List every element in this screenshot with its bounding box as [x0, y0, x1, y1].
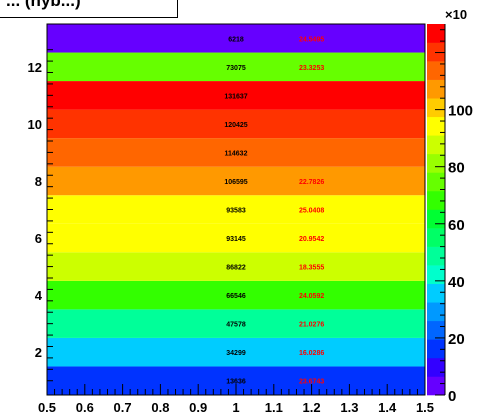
color-scale-swatch — [427, 135, 445, 155]
cell-count-label: 114632 — [225, 150, 248, 157]
cell-count-label: 131637 — [224, 93, 247, 100]
cell-value-label: 18.3555 — [299, 265, 324, 272]
x-tick-label: 1.3 — [340, 400, 358, 415]
cell-value-label: 25.0408 — [299, 208, 324, 215]
y-tick-label: 2 — [35, 345, 42, 360]
heatmap-cell — [47, 52, 425, 82]
cell-value-label: 23.6743 — [299, 379, 324, 386]
cell-value-label: 16.0286 — [299, 350, 324, 357]
cell-value-label: 21.0276 — [299, 322, 324, 329]
cell-value-label: 24.0592 — [299, 293, 324, 300]
cell-value-label: 23.3253 — [299, 65, 324, 72]
y-tick-label: 6 — [35, 231, 42, 246]
cell-count-label: 106595 — [224, 179, 247, 186]
heatmap-cell — [47, 109, 425, 139]
color-scale-swatch — [427, 98, 445, 118]
z-axis-multiplier: ×10 — [445, 7, 467, 22]
x-tick-label: 0.6 — [76, 400, 94, 415]
cell-count-label: 120425 — [224, 122, 247, 129]
cell-count-label: 93583 — [226, 208, 246, 215]
y-tick-label: 4 — [35, 288, 43, 303]
color-scale-swatch — [427, 79, 445, 99]
color-scale-swatch — [427, 153, 445, 173]
color-scale-swatch — [427, 339, 445, 359]
chart-title: ... (hyb...) — [6, 0, 81, 10]
heatmap-cell — [47, 138, 425, 167]
color-scale-swatch — [427, 320, 445, 340]
heatmap-cell — [47, 195, 425, 224]
heatmap-cell — [47, 223, 425, 253]
heatmap-cell — [47, 166, 425, 196]
cell-count-label: 66546 — [226, 293, 246, 300]
heatmap-cell — [47, 252, 425, 281]
y-tick-label: 8 — [35, 174, 42, 189]
color-scale-swatch — [427, 190, 445, 210]
z-tick-label: 20 — [448, 331, 465, 348]
heatmap-cell — [47, 81, 425, 110]
chart-title-box: ... (hyb...) — [0, 0, 178, 18]
y-tick-label: 12 — [28, 60, 42, 75]
x-tick-label: 1 — [232, 400, 239, 415]
x-tick-label: 1.4 — [378, 400, 397, 415]
y-tick-label: 10 — [28, 117, 42, 132]
heatmap-cell — [47, 309, 425, 338]
color-scale-swatch — [427, 42, 445, 62]
cell-count-label: 34299 — [226, 350, 246, 357]
color-scale-swatch — [427, 376, 445, 396]
color-scale-swatch — [427, 172, 445, 192]
color-scale-swatch — [427, 246, 445, 266]
cell-count-label: 47578 — [226, 322, 246, 329]
color-scale-swatch — [427, 24, 445, 43]
z-tick-label: 40 — [448, 274, 465, 291]
cell-value-label: 20.9542 — [299, 236, 324, 243]
x-tick-label: 1.2 — [303, 400, 321, 415]
color-scale-swatch — [427, 228, 445, 247]
heatmap-cell — [47, 280, 425, 310]
cell-value-label: 22.7826 — [299, 179, 324, 186]
x-tick-label: 1.1 — [265, 400, 283, 415]
z-tick-label: 80 — [448, 160, 465, 177]
cell-count-label: 86822 — [226, 265, 246, 272]
x-tick-label: 0.9 — [189, 400, 207, 415]
heatmap-cell — [47, 24, 425, 53]
cell-count-label: 73075 — [226, 65, 246, 72]
x-tick-label: 1.5 — [416, 400, 434, 415]
z-tick-label: 100 — [448, 103, 473, 120]
z-tick-label: 0 — [448, 388, 456, 405]
x-tick-label: 0.7 — [114, 400, 132, 415]
color-scale-swatch — [427, 302, 445, 322]
cell-count-label: 93145 — [226, 236, 246, 243]
heatmap-cell — [47, 337, 425, 367]
x-tick-label: 0.8 — [151, 400, 169, 415]
z-tick-label: 60 — [448, 217, 465, 234]
cell-count-label: 13636 — [226, 379, 246, 386]
x-tick-label: 0.5 — [38, 400, 56, 415]
color-scale-swatch — [427, 283, 445, 303]
cell-value-label: 24.5495 — [299, 36, 324, 43]
cell-count-label: 6218 — [228, 36, 244, 43]
